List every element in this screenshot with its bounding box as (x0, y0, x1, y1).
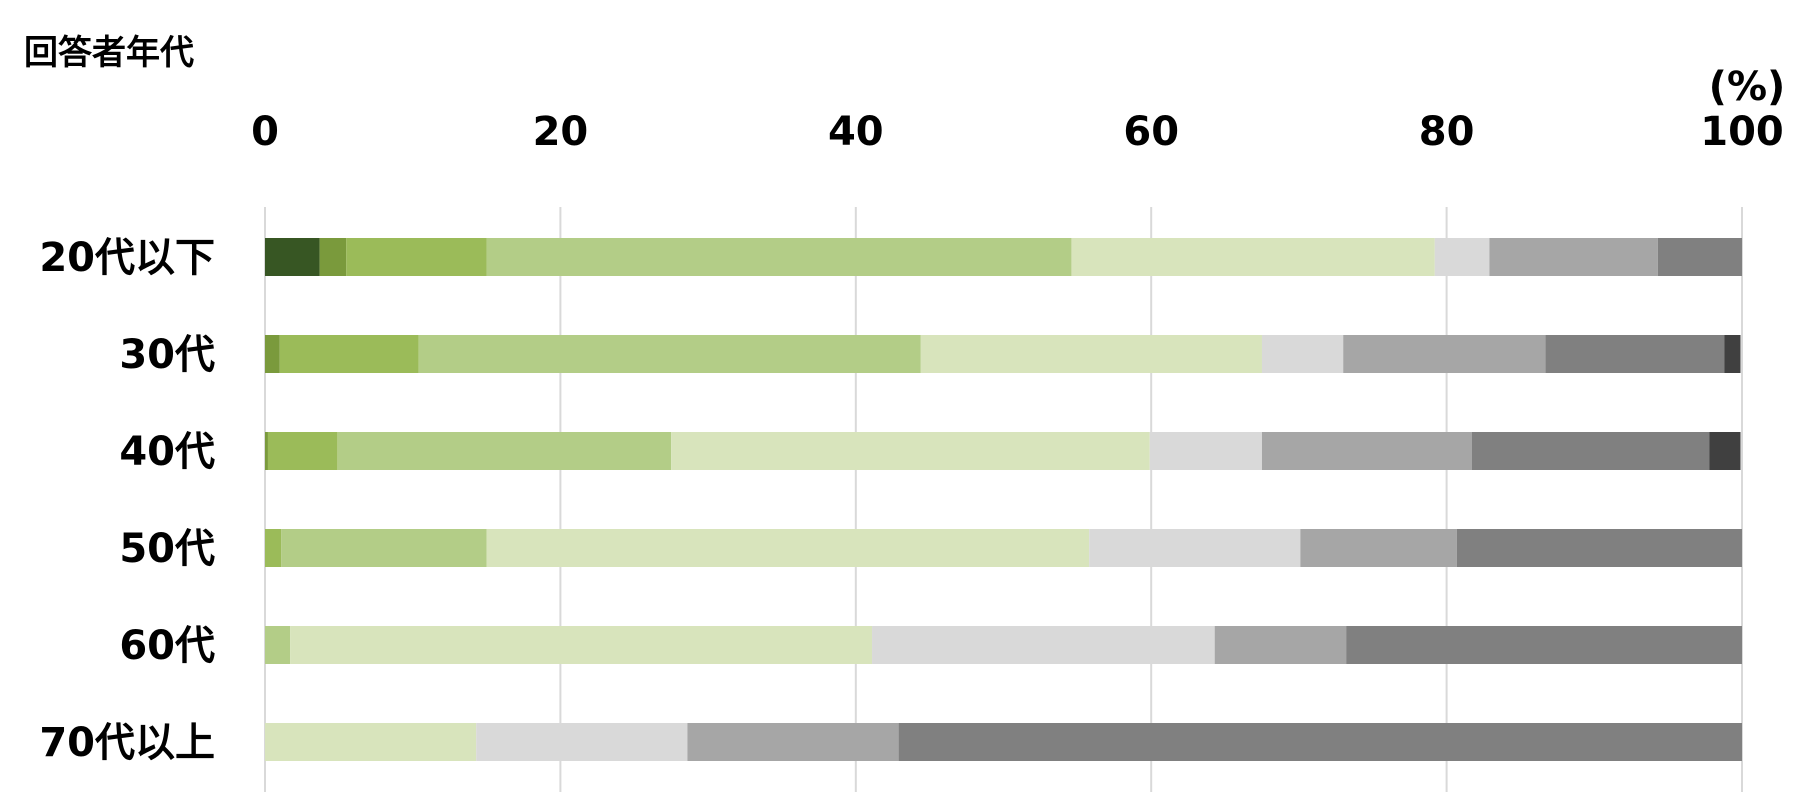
category-labels: 20代以下 30代 40代 50代 60代 70代以上 (39, 235, 215, 766)
bar-segment (1300, 529, 1457, 567)
bar-segment (1489, 238, 1658, 276)
chart-title: 回答者年代 (24, 33, 194, 73)
x-tick-label: 0 (251, 109, 279, 155)
bar-segment (1346, 626, 1742, 664)
x-tick-label: 100 (1700, 109, 1784, 155)
bar-segment (1071, 238, 1435, 276)
bar-segment (1545, 335, 1725, 373)
bar-segment (920, 335, 1262, 373)
category-label: 60代 (119, 623, 215, 669)
bar-segment (1089, 529, 1301, 567)
bar-segment (476, 723, 688, 761)
x-tick-label: 60 (1123, 109, 1179, 155)
bar-segment (1456, 529, 1742, 567)
bar-segment (418, 335, 921, 373)
bar-segment (486, 238, 1072, 276)
bar-segment (265, 432, 268, 470)
bars (265, 238, 1742, 761)
bar-segment (486, 529, 1090, 567)
bar-segment (1471, 432, 1710, 470)
category-label: 40代 (119, 429, 215, 475)
x-tick-label: 40 (828, 109, 884, 155)
x-axis-ticks: 0 20 40 60 80 100 (251, 109, 1784, 155)
bar-segment (1343, 335, 1546, 373)
category-label: 30代 (119, 332, 215, 378)
bar-segment (281, 529, 487, 567)
bar-segment (1434, 238, 1490, 276)
bar-segment (1709, 432, 1741, 470)
category-label: 20代以下 (39, 235, 215, 281)
bar-segment (1261, 335, 1344, 373)
bar-segment (265, 238, 320, 276)
bar-segment (267, 432, 338, 470)
bar-segment (1149, 432, 1262, 470)
bar-segment (265, 723, 477, 761)
bar-segment (687, 723, 899, 761)
bar-segment (290, 626, 873, 664)
bar-segment (898, 723, 1742, 761)
bar-segment (319, 238, 347, 276)
bar-segment (265, 529, 282, 567)
gridlines (264, 207, 1743, 792)
bar-segment (671, 432, 1150, 470)
bar-segment (337, 432, 672, 470)
bar-segment (265, 626, 291, 664)
bar-segment (279, 335, 419, 373)
bar-segment (346, 238, 487, 276)
category-label: 70代以上 (39, 720, 215, 766)
unit-label: (%) (1709, 64, 1786, 110)
bar-segment (265, 335, 280, 373)
bar-segment (1261, 432, 1472, 470)
x-tick-label: 80 (1419, 109, 1475, 155)
bar-segment (1657, 238, 1742, 276)
bar-segment (872, 626, 1215, 664)
x-tick-label: 20 (533, 109, 589, 155)
bar-segment (1214, 626, 1347, 664)
bar-segment (1724, 335, 1741, 373)
category-label: 50代 (119, 526, 215, 572)
